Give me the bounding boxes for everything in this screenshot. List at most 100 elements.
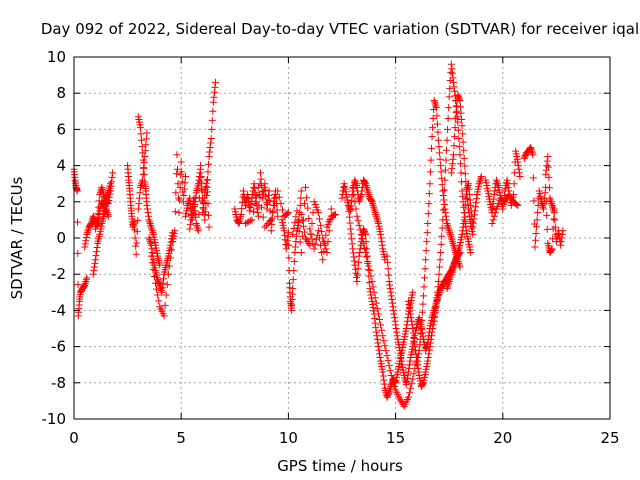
data-point (380, 380, 388, 388)
data-point (158, 284, 166, 292)
data-point (372, 299, 380, 307)
data-point (417, 325, 425, 332)
data-point (436, 155, 444, 163)
data-point (314, 227, 322, 235)
data-point (452, 115, 460, 123)
data-point (367, 196, 375, 204)
data-point (250, 180, 258, 188)
data-point (264, 196, 272, 204)
data-point (74, 281, 82, 289)
data-point (408, 321, 416, 329)
data-point (492, 176, 500, 184)
data-point (148, 225, 156, 233)
data-point (467, 248, 475, 256)
data-point (237, 210, 245, 218)
axis-ticks (73, 56, 611, 420)
data-point (160, 275, 168, 283)
data-point (372, 324, 380, 332)
data-point (109, 169, 117, 177)
data-point (417, 330, 425, 338)
data-point (347, 225, 355, 233)
data-point (297, 187, 305, 195)
data-point (95, 203, 103, 211)
data-point (210, 88, 218, 96)
data-point (95, 214, 103, 222)
data-point (300, 200, 308, 208)
data-point (173, 165, 181, 173)
data-point (449, 74, 457, 82)
data-point (357, 192, 365, 200)
x-tick-labels: 0 5 10 15 20 25 (69, 429, 619, 447)
data-point (191, 201, 199, 209)
x-tick-label: 20 (493, 429, 512, 447)
data-point (422, 247, 430, 255)
data-point (312, 236, 320, 244)
data-point (433, 294, 441, 302)
data-point (404, 371, 412, 379)
data-point (446, 276, 454, 284)
data-point (370, 288, 378, 296)
data-point (294, 217, 302, 225)
data-point (200, 199, 208, 207)
data-point (442, 212, 450, 220)
data-point (544, 163, 552, 171)
y-tick-label: 4 (56, 157, 66, 175)
data-point (139, 149, 147, 157)
data-point (207, 134, 215, 142)
y-tick-label: 0 (56, 229, 66, 247)
data-point (457, 109, 465, 117)
data-point (366, 267, 374, 275)
data-point (386, 281, 394, 289)
data-point (148, 245, 156, 253)
data-point (147, 239, 155, 247)
data-point (369, 201, 377, 209)
x-tick-label: 15 (386, 429, 405, 447)
data-point (319, 234, 327, 242)
data-point (385, 362, 393, 370)
data-point (406, 389, 414, 397)
data-point (93, 244, 101, 252)
data-point (449, 263, 457, 271)
data-point (527, 145, 535, 153)
data-point (421, 265, 429, 273)
data-point (389, 379, 397, 387)
data-point (81, 243, 89, 251)
data-point (379, 372, 387, 380)
data-point (463, 183, 471, 191)
data-point (424, 220, 432, 228)
data-point (82, 277, 90, 285)
data-point (368, 297, 376, 305)
data-point (428, 328, 436, 336)
data-point (469, 223, 477, 231)
data-point (398, 399, 406, 407)
data-point (235, 219, 243, 227)
data-point (86, 221, 94, 229)
data-point (460, 146, 468, 154)
data-point (416, 335, 424, 343)
data-point (503, 176, 511, 184)
data-point (148, 227, 156, 235)
data-point (146, 218, 154, 226)
data-point (356, 196, 364, 204)
data-point (372, 328, 380, 336)
data-point (447, 270, 455, 278)
data-point (441, 176, 449, 184)
data-point (281, 231, 289, 239)
data-point (437, 168, 445, 176)
data-point (436, 263, 444, 271)
y-tick-label: -8 (51, 374, 66, 392)
data-point (168, 246, 176, 254)
data-point (429, 325, 437, 332)
data-point (385, 277, 393, 285)
data-point (434, 277, 442, 285)
data-point (449, 265, 457, 273)
data-point (432, 304, 440, 312)
data-point (297, 210, 305, 218)
data-point (210, 93, 218, 101)
data-point (557, 238, 565, 246)
data-point (448, 69, 456, 77)
data-point (418, 316, 426, 324)
data-point (473, 195, 481, 203)
data-point (418, 329, 426, 337)
